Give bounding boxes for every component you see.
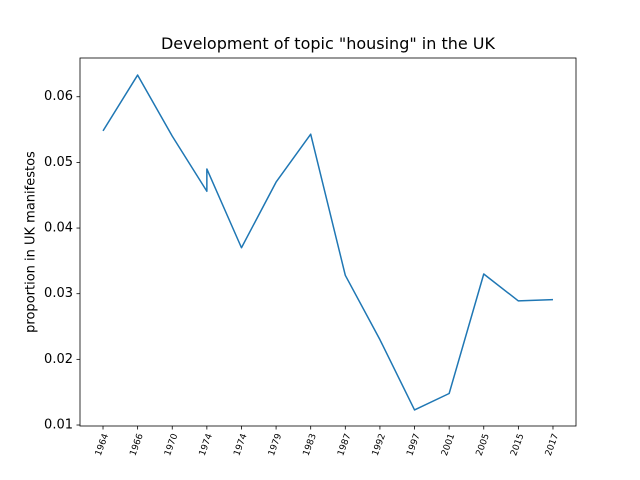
chart-title: Development of topic "housing" in the UK	[161, 34, 496, 53]
x-tick-label: 1997	[405, 432, 422, 457]
x-tick-label: 2017	[544, 432, 561, 457]
y-tick-label: 0.03	[44, 286, 73, 301]
x-tick-label: 1987	[336, 432, 353, 457]
x-tick-label: 1983	[302, 432, 319, 457]
x-tick-label: 1992	[371, 432, 388, 457]
x-tick-label: 1979	[267, 432, 284, 457]
y-tick-label: 0.02	[44, 352, 73, 367]
x-tick-label: 1970	[163, 432, 180, 457]
x-tick-label: 1966	[129, 432, 146, 457]
x-tick-label: 2001	[440, 432, 457, 457]
x-tick-label: 1974	[198, 432, 215, 457]
y-tick-label: 0.06	[44, 89, 73, 104]
x-tick-label: 2005	[475, 432, 492, 457]
y-tick-label: 0.05	[44, 155, 73, 170]
y-tick-label: 0.01	[44, 418, 73, 433]
plot-frame	[79, 57, 577, 427]
y-axis-label: proportion in UK manifestos	[24, 151, 39, 333]
x-tick-label: 1964	[94, 432, 111, 457]
x-tick-label: 1974	[232, 432, 249, 457]
data-line	[102, 74, 554, 411]
y-tick-label: 0.04	[44, 221, 73, 236]
x-tick-label: 2015	[509, 432, 526, 457]
